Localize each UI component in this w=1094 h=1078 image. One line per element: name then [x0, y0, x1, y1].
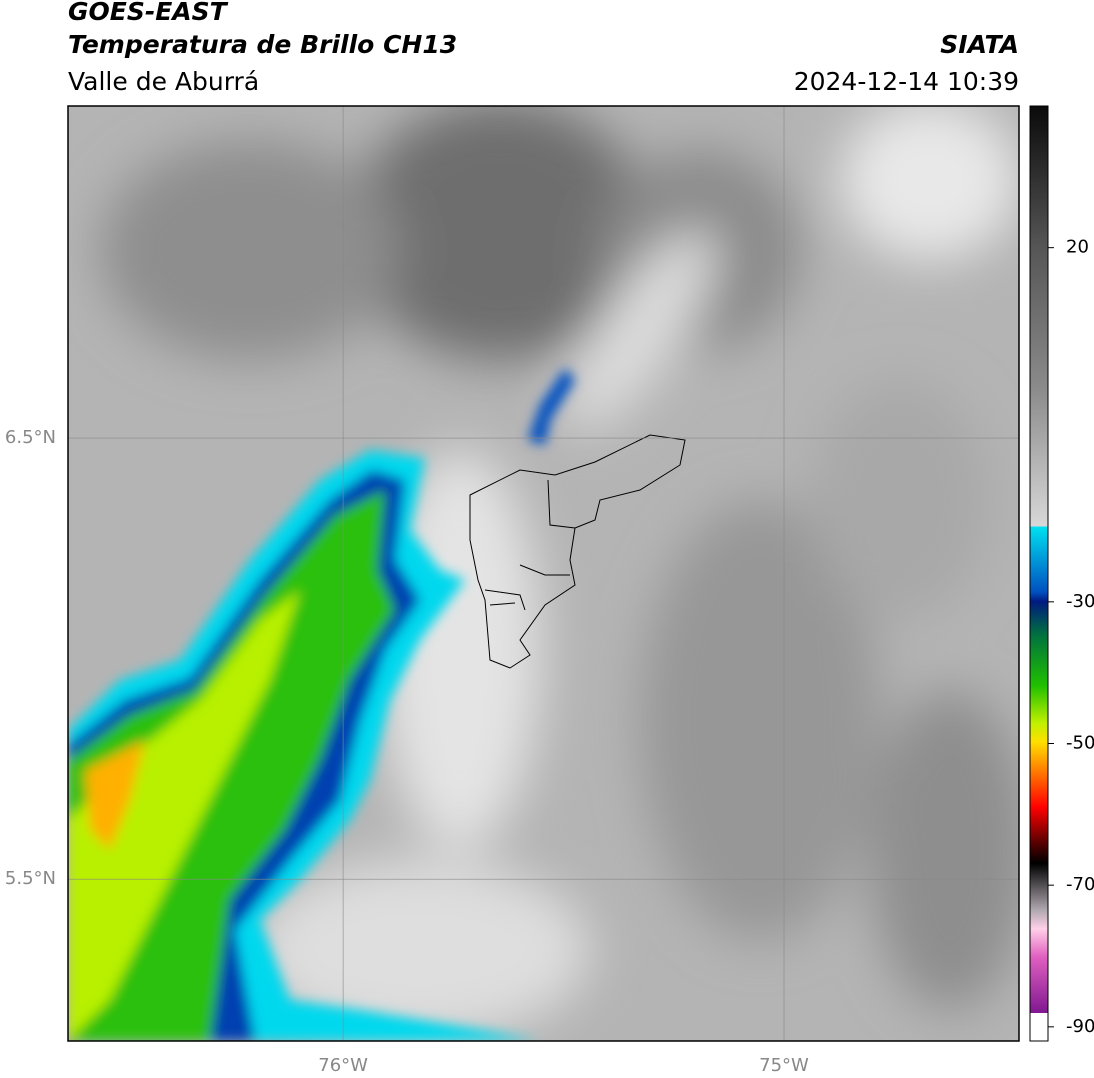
- colorbar-tick-label: -70: [1066, 874, 1094, 895]
- y-tick-label: 6.5°N: [5, 427, 56, 448]
- satellite-image: [68, 106, 1019, 1041]
- region: Valle de Aburrá: [68, 67, 259, 96]
- x-tick-label: 76°W: [318, 1055, 368, 1076]
- colorbar-tick-label: -90: [1066, 1016, 1094, 1037]
- municipal-boundaries: [469, 434, 686, 669]
- colorbar-tick-label: 20: [1066, 237, 1089, 258]
- timestamp: 2024-12-14 10:39: [794, 67, 1019, 96]
- y-tick-label: 5.5°N: [5, 868, 56, 889]
- colorbar-tick-label: -50: [1066, 733, 1094, 754]
- colorbar-tick-label: -30: [1066, 591, 1094, 612]
- title: GOES-EAST: [68, 0, 229, 26]
- colorbar: [1029, 105, 1049, 1042]
- subtitle: Temperatura de Brillo CH13: [68, 30, 457, 59]
- x-tick-label: 75°W: [759, 1055, 809, 1076]
- source: SIATA: [940, 30, 1019, 59]
- map-frame: [67, 105, 1020, 1042]
